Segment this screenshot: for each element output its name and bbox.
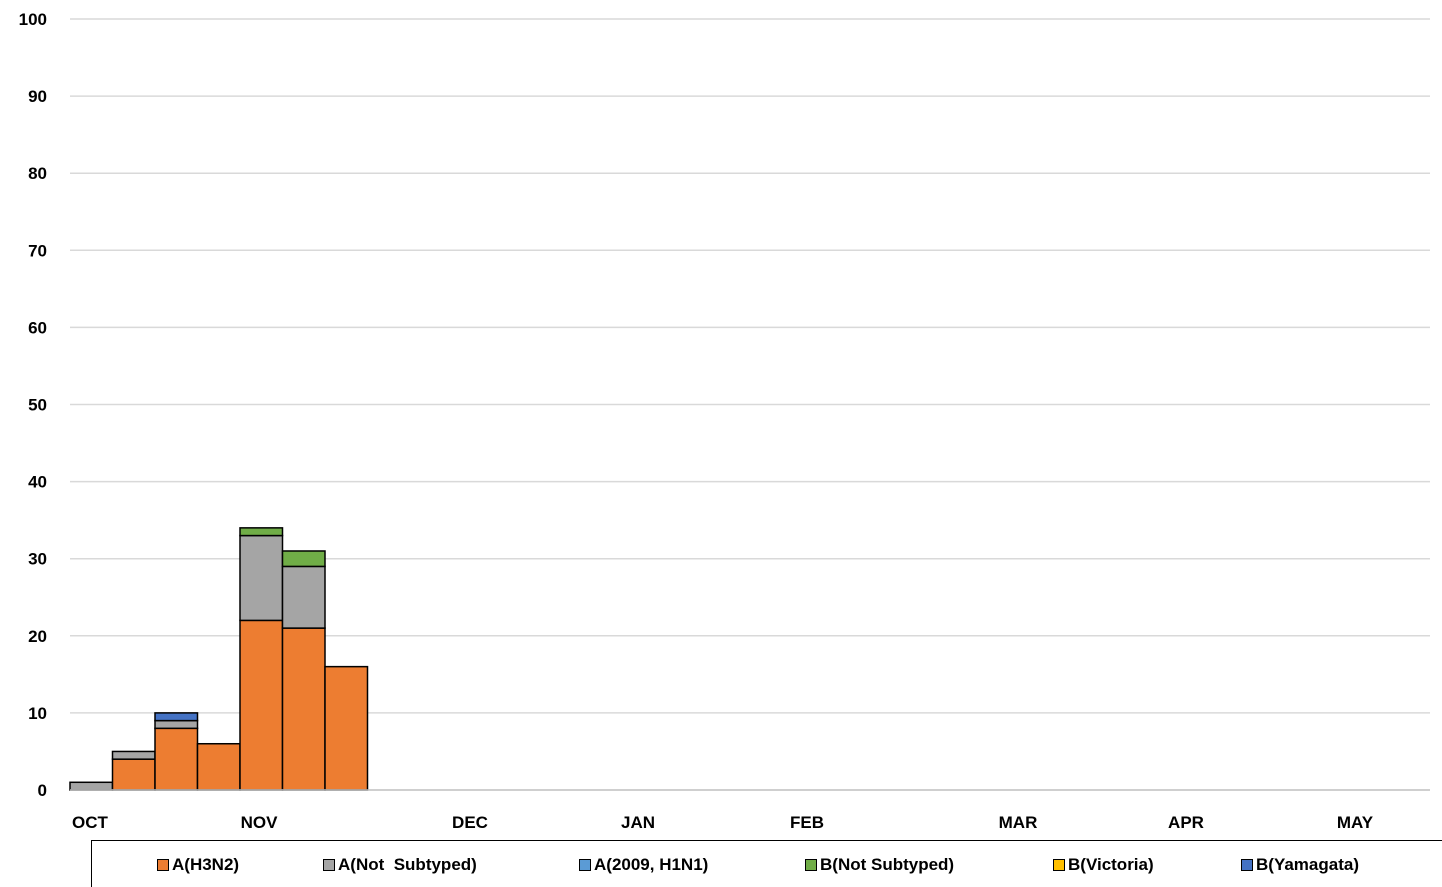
chart-area: 0 10 20 30 40 50 60 70 80 90 100 OCT NOV DEC JAN FEB MA…	[19, 10, 1430, 832]
legend-swatch	[157, 859, 169, 871]
legend-label: A(Not Subtyped)	[338, 855, 477, 874]
legend-item: A(Not Subtyped)	[323, 855, 477, 875]
y-tick-label: 90	[28, 87, 47, 106]
y-tick-label: 0	[38, 781, 47, 800]
bar-segment	[196, 742, 241, 791]
x-tick-label: JAN	[621, 813, 655, 832]
legend-swatch	[1053, 859, 1065, 871]
legend-item: B(Yamagata)	[1241, 855, 1359, 875]
legend-swatch	[805, 859, 817, 871]
bar-segment	[281, 565, 326, 629]
y-tick-label: 40	[28, 473, 47, 492]
legend: A(H3N2) A(Not Subtyped) A(2009, H1N1) B(Not…	[91, 840, 1442, 887]
bar-segment	[154, 712, 199, 722]
x-tick-label: FEB	[790, 813, 824, 832]
legend-item: A(2009, H1N1)	[579, 855, 708, 875]
legend-item: A(H3N2)	[157, 855, 239, 875]
bar-segment	[154, 719, 199, 730]
x-tick-label: APR	[1168, 813, 1204, 832]
bar-segment	[239, 534, 284, 622]
y-axis-ticks: 0 10 20 30 40 50 60 70 80 90 100	[19, 10, 47, 800]
bar-segment	[281, 550, 326, 568]
y-tick-label: 80	[28, 164, 47, 183]
x-axis-ticks: OCT NOV DEC JAN FEB MAR APR MAY	[72, 813, 1374, 832]
y-tick-label: 20	[28, 627, 47, 646]
legend-label: A(H3N2)	[172, 855, 240, 874]
y-tick-label: 30	[28, 550, 47, 569]
x-tick-label: MAR	[999, 813, 1038, 832]
bar-segment	[239, 527, 284, 537]
legend-label: B(Yamagata)	[1256, 855, 1359, 874]
legend-label: B(Victoria)	[1068, 855, 1154, 874]
legend-swatch	[1241, 859, 1253, 871]
legend-swatch	[323, 859, 335, 871]
bar-segment	[111, 758, 156, 791]
x-tick-label: NOV	[241, 813, 279, 832]
bar-segment	[324, 665, 369, 791]
x-tick-label: OCT	[72, 813, 109, 832]
bars	[69, 527, 369, 791]
bar-segment	[69, 781, 114, 791]
x-tick-label: MAY	[1337, 813, 1374, 832]
bar-segment	[281, 627, 326, 791]
legend-label: A(2009, H1N1)	[594, 855, 709, 874]
bar-segment	[154, 727, 199, 791]
legend-swatch	[579, 859, 591, 871]
legend-item: B(Victoria)	[1053, 855, 1154, 875]
y-tick-label: 10	[28, 704, 47, 723]
legend-item: B(Not Subtyped)	[805, 855, 954, 875]
legend-label: B(Not Subtyped)	[820, 855, 955, 874]
y-tick-label: 100	[19, 10, 47, 29]
x-tick-label: DEC	[452, 813, 488, 832]
y-tick-label: 70	[28, 241, 47, 260]
bar-segment	[239, 619, 284, 791]
y-tick-label: 60	[28, 318, 47, 337]
y-tick-label: 50	[28, 396, 47, 415]
bar-segment	[111, 750, 156, 760]
